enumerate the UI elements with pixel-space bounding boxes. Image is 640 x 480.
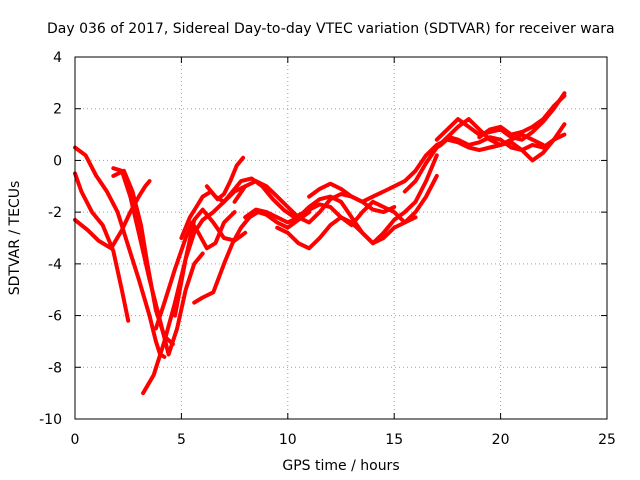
x-tick-label: 10 [279,432,297,448]
y-tick-label: -8 [48,360,62,376]
axis-ticks: 0 5 10 15 20 25 -10 -8 -6 -4 -2 0 2 4 [39,50,616,448]
y-tick-label: 4 [53,50,62,66]
plot-frame [74,56,608,420]
y-tick-label: -4 [48,257,62,273]
series-arc-14 [275,173,439,251]
series-arc-17 [430,132,567,153]
y-tick-label: -2 [48,205,62,221]
series-arc-3 [73,179,152,251]
x-tick-label: 25 [598,432,616,448]
x-axis-label: GPS time / hours [282,458,399,474]
series-arc-18 [434,91,567,142]
series-arc-12 [232,179,397,225]
y-tick-label: -10 [39,412,62,428]
y-tick-label: 0 [53,153,62,169]
grid [75,57,607,419]
x-tick-label: 0 [71,432,80,448]
chart-title: Day 036 of 2017, Sidereal Day-to-day VTE… [47,21,615,37]
series-arc-20 [477,93,567,140]
series-arc-1 [73,171,131,323]
x-tick-label: 20 [492,432,510,448]
x-tick-label: 5 [177,432,186,448]
y-axis-label: SDTVAR / TECUs [7,181,23,296]
series-arc-13 [243,153,439,246]
y-tick-label: 2 [53,102,62,118]
series-arc-5 [111,168,175,346]
series-arc-2 [73,145,167,359]
y-tick-label: -6 [48,309,62,325]
series-arc-19 [488,122,567,163]
series-arc-15 [307,137,503,204]
data-series [73,91,567,396]
series-arc-16 [402,117,546,194]
series-arc-10 [192,210,312,305]
x-tick-label: 15 [385,432,403,448]
